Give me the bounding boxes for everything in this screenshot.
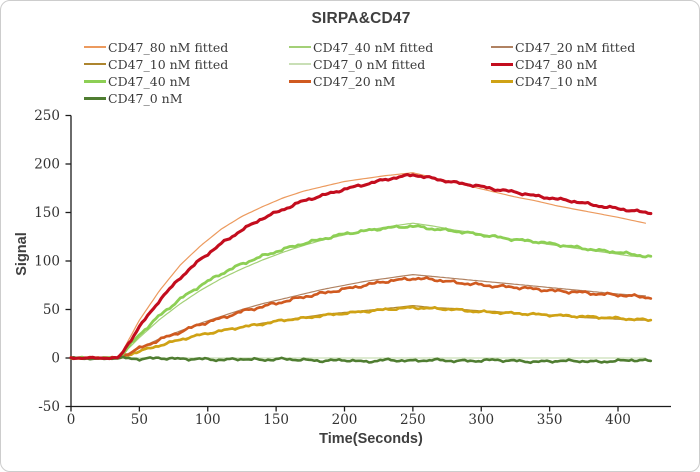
series-CD47_40-nM (69, 224, 653, 360)
chart-title: SIRPA&CD47 (311, 10, 411, 27)
x-axis-title: Time(Seconds) (319, 431, 423, 447)
series-CD47_20-nM (69, 276, 653, 361)
x-tick-label: 400 (605, 412, 631, 428)
y-tick-label: 200 (34, 157, 60, 173)
y-tick-label: 100 (34, 254, 60, 270)
y-axis-title: Signal (14, 232, 30, 276)
series-CD47_10-nM (69, 305, 653, 360)
y-tick-label: -50 (38, 399, 60, 415)
x-tick-label: 200 (332, 412, 358, 428)
series-CD47_0-nM (69, 355, 653, 365)
y-tick-label: 0 (51, 351, 60, 367)
x-tick-label: 50 (131, 412, 148, 428)
series-CD47_80-nM (69, 172, 653, 361)
x-tick-label: 100 (195, 412, 221, 428)
x-tick-label: 150 (263, 412, 289, 428)
series-CD47_80-nM-fitted (70, 172, 646, 359)
x-tick-label: 0 (67, 412, 76, 428)
y-tick-label: 50 (43, 302, 60, 318)
y-tick-label: 150 (34, 205, 60, 221)
x-tick-label: 300 (468, 412, 494, 428)
y-tick-label: 250 (34, 108, 60, 124)
series-CD47_10-nM-fitted (70, 305, 646, 359)
x-tick-label: 350 (537, 412, 563, 428)
x-tick-label: 250 (400, 412, 426, 428)
